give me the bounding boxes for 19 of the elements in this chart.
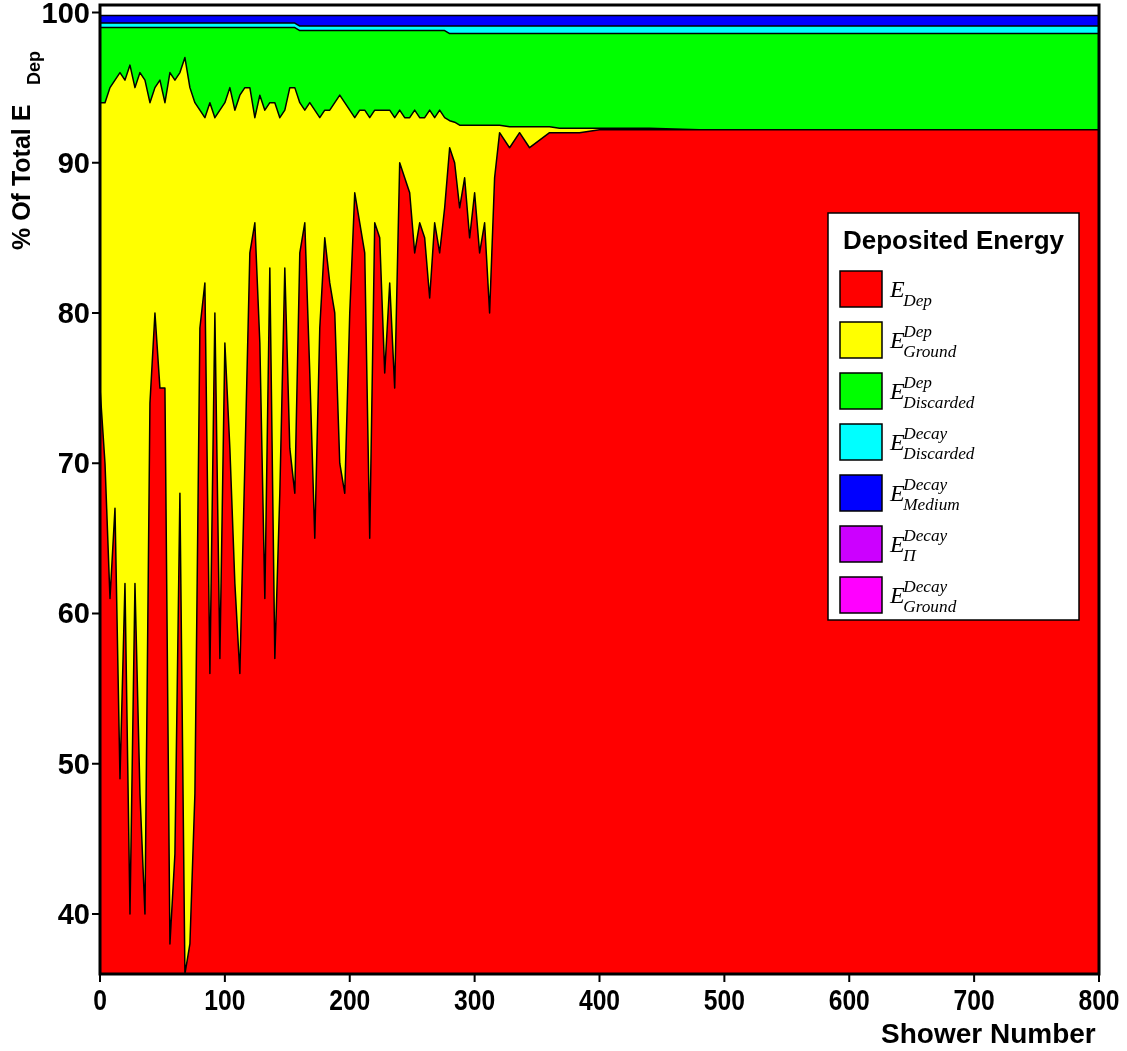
y-tick-label: 100 [41,0,90,29]
x-axis-title: Shower Number [881,1018,1096,1049]
x-tick-label: 500 [703,984,745,1017]
y-tick-label: 60 [57,597,90,630]
y-axis-title: % Of Total EDep [7,50,44,250]
x-tick-label: 200 [329,984,371,1017]
x-tick-label: 0 [93,984,107,1017]
y-tick-label: 80 [57,296,90,329]
y-tick-label: 70 [57,447,90,480]
x-tick-label: 700 [953,984,995,1017]
y-tick-label: 40 [57,897,90,930]
y-tick-label: 50 [57,747,90,780]
x-tick-label: 800 [1078,984,1120,1017]
legend-title: Deposited Energy [842,225,1065,255]
x-tick-label: 400 [578,984,621,1017]
x-tick-label: 300 [454,984,496,1017]
x-tick-label: 100 [204,984,246,1017]
x-tick-label: 600 [828,984,870,1017]
y-tick-label: 90 [57,146,90,179]
